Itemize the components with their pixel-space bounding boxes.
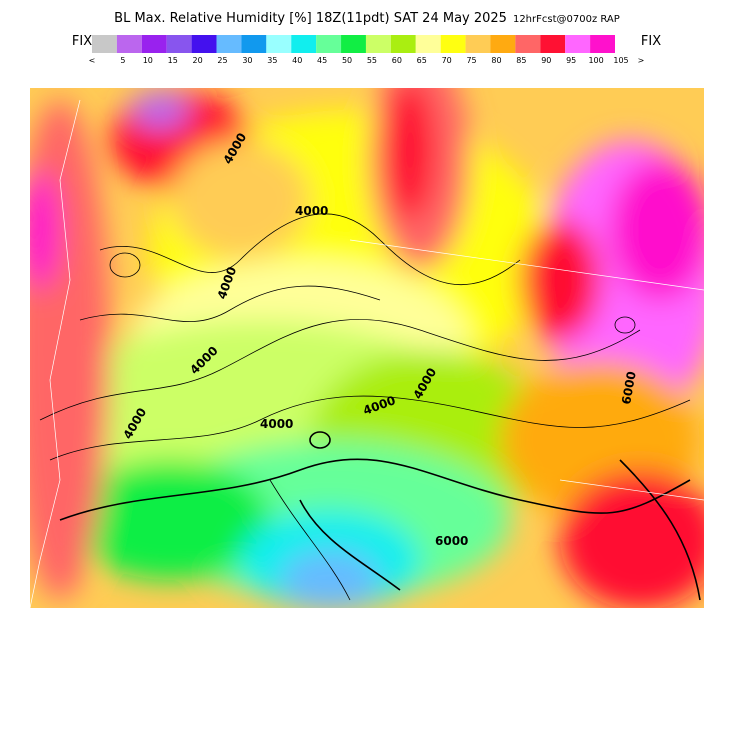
contour-label: 6000	[435, 534, 468, 548]
colorbar-swatch	[191, 35, 217, 53]
colorbar-label: 70	[442, 56, 452, 65]
colorbar-swatch	[415, 35, 441, 53]
colorbar-swatch	[540, 35, 566, 53]
colorbar-label: 105	[613, 56, 628, 65]
colorbar-label: 45	[317, 56, 327, 65]
colorbar-swatch	[266, 35, 292, 53]
colorbar-swatch	[565, 35, 591, 53]
colorbar-swatch	[241, 35, 267, 53]
fix-left: FIX	[72, 34, 92, 49]
colorbar-swatch	[166, 35, 192, 53]
contours	[30, 99, 704, 608]
colorbar-swatch	[440, 35, 466, 53]
colorbar-swatch	[590, 35, 615, 53]
colorbar: <5 10 15 20 25 30 35 40 45 50 55 60 65 70 75 80 85 90 95 10…	[89, 35, 645, 65]
colorbar-label: 95	[566, 56, 576, 65]
colorbar-swatch	[116, 35, 142, 53]
colorbar-label: 55	[367, 56, 377, 65]
colorbar-swatch	[141, 35, 167, 53]
colorbar-label: 20	[193, 56, 203, 65]
fix-right: FIX	[641, 34, 661, 49]
colorbar-swatch	[316, 35, 342, 53]
title: BL Max. Relative Humidity [%] 18Z(11pdt)…	[114, 11, 620, 26]
colorbar-label: 85	[516, 56, 526, 65]
colorbar-label: 40	[292, 56, 302, 65]
colorbar-swatch	[365, 35, 391, 53]
contour-label: 6000	[619, 370, 639, 405]
title-text: BL Max. Relative Humidity [%] 18Z(11pdt)…	[114, 11, 507, 26]
contour-label: 4000	[295, 204, 328, 218]
colorbar-swatch	[216, 35, 242, 53]
colorbar-label: 50	[342, 56, 352, 65]
colorbar-label: 10	[143, 56, 153, 65]
colorbar-swatch	[515, 35, 541, 53]
colorbar-swatch	[341, 35, 366, 53]
colorbar-label: 35	[267, 56, 277, 65]
colorbar-label: 60	[392, 56, 402, 65]
colorbar-label: 75	[466, 56, 476, 65]
colorbar-label: 80	[491, 56, 501, 65]
colorbar-label: 15	[168, 56, 178, 65]
colorbar-label: 90	[541, 56, 551, 65]
subtitle: 12hrFcst@0700z RAP	[513, 14, 620, 25]
colorbar-label: 30	[242, 56, 252, 65]
colorbar-swatch	[92, 35, 117, 53]
colorbar-label: 25	[217, 56, 227, 65]
colorbar-swatch	[390, 35, 416, 53]
colorbar-label: <	[89, 56, 96, 65]
colorbar-swatch	[465, 35, 491, 53]
contour-label: 4000	[260, 417, 293, 431]
colorbar-swatch	[291, 35, 317, 53]
colorbar-label: 65	[417, 56, 427, 65]
colorbar-label: 5	[120, 56, 125, 65]
colorbar-swatch	[490, 35, 516, 53]
humidity-field	[30, 88, 704, 608]
colorbar-label: >	[638, 56, 645, 65]
colorbar-label: 100	[588, 56, 603, 65]
